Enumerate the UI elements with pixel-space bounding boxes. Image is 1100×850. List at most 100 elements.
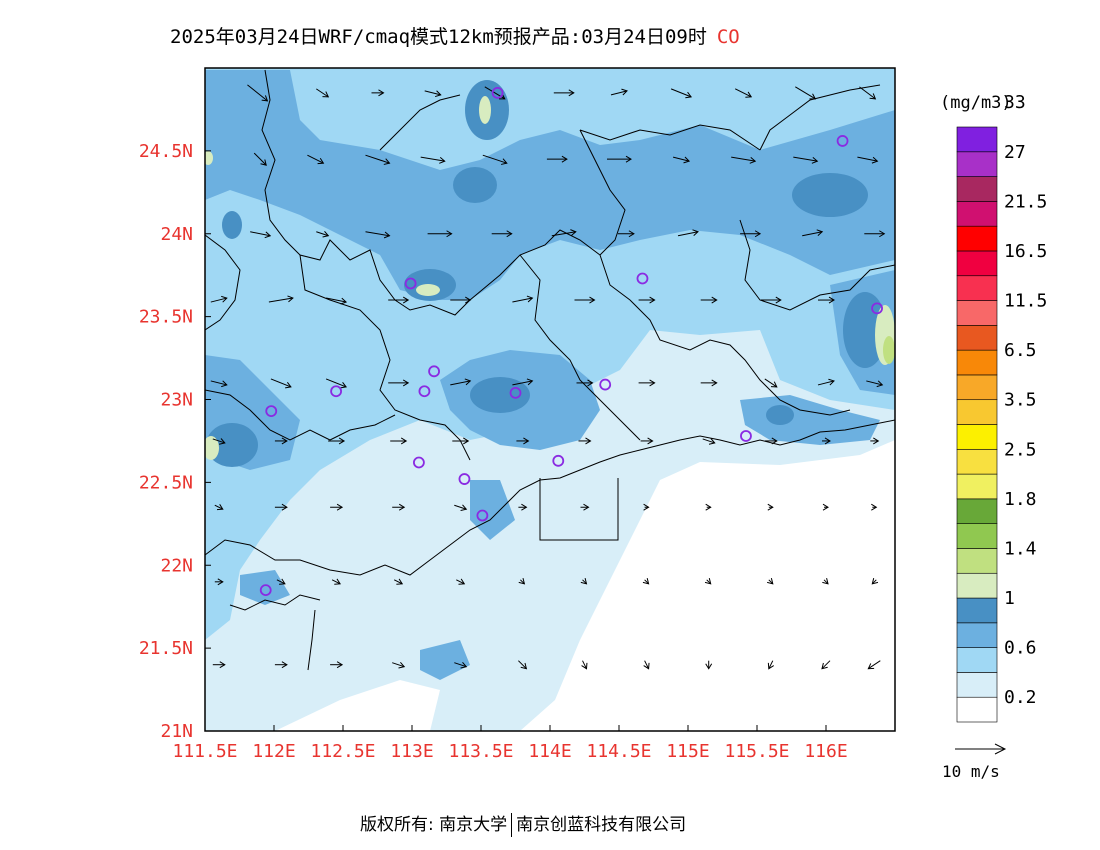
colorbar-swatch bbox=[956, 374, 998, 401]
station-marker bbox=[265, 405, 278, 418]
wind-arrow bbox=[670, 88, 693, 99]
wind-arrow bbox=[424, 90, 442, 98]
station-marker bbox=[871, 302, 883, 315]
wind-arrow bbox=[450, 296, 472, 304]
station-marker bbox=[552, 454, 565, 467]
colorbar-swatch bbox=[956, 647, 998, 673]
wind-arrow bbox=[482, 154, 508, 165]
wind-arrow bbox=[512, 295, 534, 303]
wind-arrow bbox=[516, 437, 530, 445]
sea-area-sw bbox=[275, 680, 440, 731]
colorbar-label: 1.4 bbox=[1004, 538, 1037, 559]
colorbar-label: 1.8 bbox=[1004, 489, 1037, 510]
station-marker bbox=[509, 386, 522, 399]
wind-arrow bbox=[793, 156, 819, 164]
colorbar-swatch bbox=[956, 275, 998, 301]
lat-tick-label: 21N bbox=[160, 721, 193, 742]
colorbar-unit: (mg/m3) bbox=[940, 93, 1012, 113]
colorbar-swatch bbox=[956, 176, 998, 202]
wind-arrow bbox=[316, 88, 330, 98]
colorbar-swatch bbox=[956, 325, 998, 351]
colorbar-swatch bbox=[956, 672, 998, 698]
lat-tick-label: 24N bbox=[160, 224, 193, 245]
wind-arrow bbox=[640, 437, 654, 445]
lon-tick-label: 111.5E bbox=[172, 741, 237, 762]
wind-reference-arrowhead bbox=[994, 743, 1007, 755]
station-marker bbox=[428, 365, 440, 378]
colorbar: 0.2 0.6 1 1.4 1.8 2.5 3.5 6.5 11.5 16.5 21.5 27 33 bbox=[956, 92, 1047, 723]
wind-arrow bbox=[210, 295, 228, 303]
chart-title: 2025年03月24日WRF/cmaq模式12km预报产品:03月24日09时 C… bbox=[170, 22, 740, 49]
lon-tick-label: 114E bbox=[528, 741, 571, 762]
wind-arrow bbox=[365, 154, 391, 165]
wind-arrow bbox=[456, 578, 466, 585]
wind-arrow bbox=[420, 156, 446, 164]
station-marker bbox=[404, 277, 417, 290]
wind-arrow bbox=[247, 84, 269, 102]
wind-arrow bbox=[512, 378, 534, 386]
wind-arrow bbox=[212, 438, 226, 445]
title-species: CO bbox=[716, 26, 740, 48]
station-marker bbox=[476, 509, 489, 522]
wind-arrow bbox=[307, 154, 325, 165]
wind-arrow bbox=[581, 660, 588, 670]
wind-arrow bbox=[643, 660, 650, 670]
wind-arrow bbox=[638, 296, 656, 304]
wind-arrow bbox=[388, 379, 410, 387]
wind-arrow bbox=[454, 504, 468, 511]
colorbar-swatch bbox=[956, 523, 998, 549]
colorbar-swatch bbox=[956, 300, 998, 326]
wind-arrow bbox=[677, 229, 699, 237]
wind-arrow bbox=[392, 661, 406, 669]
wind-arrow bbox=[822, 503, 829, 511]
lon-tick-label: 115E bbox=[666, 741, 709, 762]
colorbar-label: 16.5 bbox=[1004, 241, 1047, 262]
lon-tick-label: 116E bbox=[804, 741, 847, 762]
wind-arrow bbox=[212, 661, 226, 669]
colorbar-label: 6.5 bbox=[1004, 340, 1037, 361]
wind-arrow bbox=[452, 437, 470, 445]
wind-arrow bbox=[553, 89, 575, 97]
lon-tick-label: 112E bbox=[252, 741, 295, 762]
title-main: 2025年03月24日WRF/cmaq模式12km预报产品:03月24日09时 bbox=[170, 26, 707, 48]
wind-arrow bbox=[274, 437, 288, 445]
copyright-footer: 版权所有: 南京大学 南京创蓝科技有限公司 bbox=[360, 810, 686, 837]
wind-arrow bbox=[371, 89, 385, 97]
wind-arrow bbox=[326, 297, 348, 305]
wind-arrow bbox=[268, 295, 294, 303]
concentration-field bbox=[205, 68, 895, 731]
wind-arrow bbox=[274, 503, 288, 511]
colorbar-label: 21.5 bbox=[1004, 191, 1047, 212]
wind-arrow bbox=[450, 378, 472, 386]
field-level-green bbox=[883, 336, 895, 364]
station-marker bbox=[491, 86, 504, 99]
wind-arrow bbox=[518, 503, 528, 511]
wind-arrow bbox=[867, 660, 881, 670]
station-marker bbox=[418, 385, 431, 398]
station-marker bbox=[599, 378, 612, 391]
wind-arrow bbox=[578, 437, 592, 445]
wind-arrow bbox=[210, 380, 228, 388]
lat-tick-label: 24.5N bbox=[139, 141, 193, 162]
station-marker bbox=[836, 135, 849, 147]
footer-left: 版权所有: 南京大学 bbox=[360, 815, 508, 835]
wind-arrow bbox=[864, 230, 886, 238]
colorbar-label: 2.5 bbox=[1004, 439, 1037, 460]
wind-arrow bbox=[214, 504, 224, 511]
wind-arrow bbox=[270, 378, 292, 389]
sea-area bbox=[528, 450, 895, 731]
wind-arrow bbox=[700, 296, 718, 304]
colorbar-swatch bbox=[956, 201, 998, 227]
colorbar-label: 1 bbox=[1004, 588, 1015, 609]
colorbar-label: 11.5 bbox=[1004, 291, 1047, 312]
wind-arrow bbox=[518, 660, 528, 670]
wind-arrow bbox=[767, 660, 774, 670]
station-marker bbox=[330, 385, 343, 398]
wind-vectors bbox=[210, 84, 886, 670]
colorbar-swatch bbox=[956, 498, 998, 524]
wind-arrow bbox=[610, 88, 628, 96]
station-marker bbox=[412, 456, 425, 469]
wind-arrow bbox=[859, 86, 877, 100]
colorbar-swatch bbox=[956, 572, 998, 599]
station-marker bbox=[259, 584, 272, 597]
